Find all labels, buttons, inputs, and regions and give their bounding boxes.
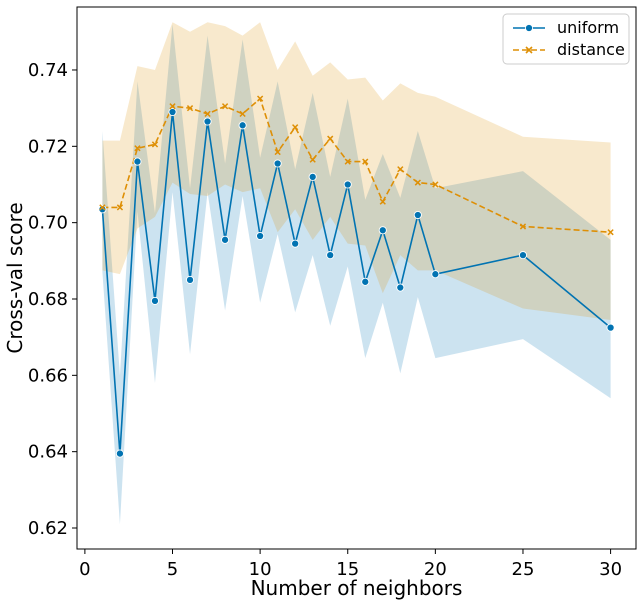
- x-tick-label: 10: [249, 559, 272, 580]
- point-uniform: [203, 117, 212, 126]
- band-uniform: [102, 24, 611, 525]
- point-distance: [256, 95, 264, 102]
- point-uniform: [133, 157, 142, 166]
- line-uniform: [101, 111, 612, 454]
- confidence-bands: [102, 22, 611, 525]
- point-uniform: [396, 283, 405, 292]
- point-uniform: [185, 275, 195, 284]
- point-distance: [519, 223, 527, 230]
- y-tick-label: 0.74: [28, 60, 68, 81]
- point-distance: [379, 198, 386, 205]
- series-markers: [98, 95, 615, 458]
- plot-frame: [76, 6, 637, 550]
- line-distance: [102, 97, 611, 233]
- point-uniform: [378, 226, 387, 235]
- legend-entry-uniform: uniform: [513, 18, 619, 37]
- legend-box: [502, 13, 630, 65]
- legend: uniform distance: [502, 13, 630, 65]
- point-distance: [414, 179, 421, 186]
- y-tick-label: 0.70: [28, 213, 68, 234]
- legend-entry-distance: distance: [513, 40, 625, 59]
- point-distance: [397, 166, 404, 173]
- point-distance: [362, 158, 369, 165]
- y-tick-label: 0.64: [28, 442, 68, 463]
- point-distance: [432, 181, 439, 188]
- point-distance: [134, 145, 141, 152]
- point-uniform: [361, 277, 370, 286]
- x-tick-label: 5: [167, 559, 178, 580]
- band-distance: [102, 22, 611, 320]
- point-uniform: [413, 210, 422, 220]
- point-uniform: [308, 172, 317, 181]
- x-tick-label: 15: [336, 559, 359, 580]
- x-tick-label: 25: [512, 559, 535, 580]
- x-tick-label: 20: [424, 559, 447, 580]
- point-uniform: [343, 180, 352, 189]
- legend-label: uniform: [557, 18, 619, 37]
- point-distance: [327, 135, 334, 142]
- point-distance: [239, 110, 246, 118]
- point-distance: [221, 103, 229, 110]
- y-tick-label: 0.62: [28, 518, 68, 539]
- point-uniform: [326, 251, 335, 260]
- point-uniform: [98, 205, 107, 214]
- x-tick-label: 30: [599, 559, 622, 580]
- point-uniform: [518, 251, 528, 260]
- point-distance: [344, 158, 351, 165]
- point-uniform: [606, 323, 615, 332]
- point-uniform: [256, 231, 265, 241]
- point-distance: [292, 124, 299, 131]
- y-tick-label: 0.72: [28, 136, 68, 157]
- series-lines: [101, 97, 612, 454]
- point-uniform: [150, 296, 160, 305]
- point-distance: [607, 229, 614, 236]
- x-tick-label: 0: [79, 559, 90, 580]
- legend-label: distance: [557, 40, 625, 59]
- point-uniform: [168, 107, 177, 117]
- point-distance: [151, 141, 159, 148]
- legend-marker: [524, 23, 534, 33]
- point-uniform: [291, 239, 300, 248]
- y-axis-ticks: 0.62 0.64 0.66 0.68 0.70 0.72 0.74: [28, 60, 77, 539]
- point-uniform: [238, 121, 247, 130]
- point-uniform: [221, 235, 230, 244]
- x-axis-label: Number of neighbors: [251, 576, 463, 600]
- y-tick-label: 0.68: [28, 289, 68, 310]
- point-uniform: [273, 159, 282, 168]
- y-tick-label: 0.66: [28, 365, 68, 386]
- point-distance: [274, 148, 281, 156]
- point-uniform: [431, 270, 440, 279]
- legend-marker: [525, 46, 533, 54]
- point-distance: [186, 105, 194, 112]
- point-distance: [116, 204, 124, 211]
- y-axis-label: Cross-val score: [3, 202, 27, 353]
- point-distance: [204, 110, 211, 118]
- point-uniform: [115, 449, 124, 458]
- point-distance: [99, 204, 106, 211]
- x-axis-ticks: 0 5 10 15 20 25 30: [79, 549, 622, 580]
- point-distance: [169, 103, 176, 110]
- point-distance: [309, 156, 316, 163]
